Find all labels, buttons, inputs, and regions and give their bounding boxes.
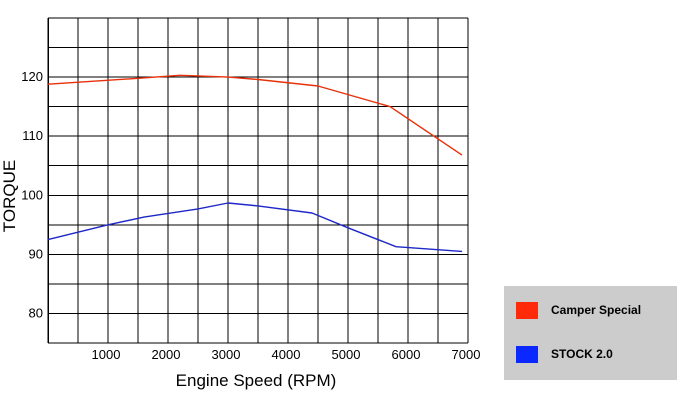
legend-item-stock: STOCK 2.0 (516, 344, 613, 364)
x-tick-label-2000: 2000 (152, 347, 181, 362)
x-axis-title: Engine Speed (RPM) (176, 371, 337, 390)
series-line-camper-special (47, 74, 463, 156)
y-tick-label-80: 80 (29, 305, 43, 320)
grid (47, 17, 469, 344)
x-tick-label-1000: 1000 (92, 347, 121, 362)
x-tick-label-6000: 6000 (392, 347, 421, 362)
legend-label-stock: STOCK 2.0 (551, 347, 613, 361)
y-tick-label-110: 110 (22, 128, 43, 143)
series-lines (47, 74, 463, 253)
tick-labels: 1000 2000 3000 4000 5000 6000 7000 80 90 100 110 12… (21, 69, 480, 362)
legend-label-camper-special: Camper Special (551, 303, 642, 317)
legend: Camper Special STOCK 2.0 (504, 286, 677, 380)
y-tick-label-120: 120 (21, 69, 43, 84)
x-tick-label-4000: 4000 (272, 347, 301, 362)
legend-item-camper-special: Camper Special (516, 300, 641, 320)
x-tick-label-3000: 3000 (212, 347, 241, 362)
series-line-stock-2-0 (47, 202, 463, 253)
x-tick-label-7000: 7000 (452, 347, 481, 362)
y-axis-title: TORQUE (0, 160, 19, 232)
y-tick-label-100: 100 (21, 187, 43, 202)
y-tick-label-90: 90 (29, 246, 43, 261)
legend-swatch-camper-special (516, 301, 538, 319)
x-tick-label-5000: 5000 (332, 347, 361, 362)
legend-swatch-stock (516, 345, 538, 363)
